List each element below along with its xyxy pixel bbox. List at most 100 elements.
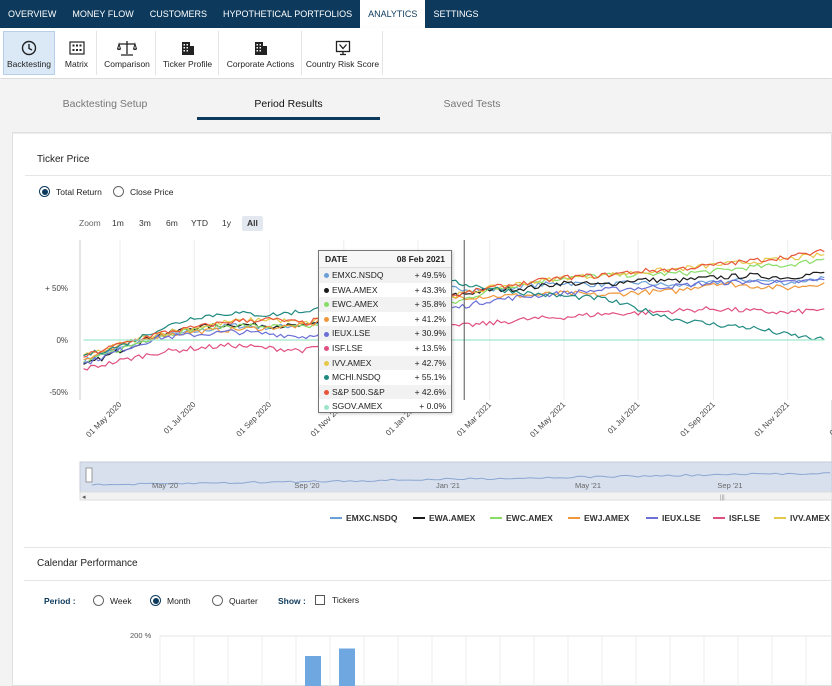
tooltip-series-value: + 55.1% bbox=[414, 372, 446, 383]
tickers-checkbox-label[interactable]: Tickers bbox=[332, 595, 360, 605]
calendar-y-tick: 200 % bbox=[130, 631, 152, 640]
subtab-backtesting-setup[interactable]: Backtesting Setup bbox=[62, 98, 148, 110]
toolbar-backtesting-button[interactable]: Backtesting bbox=[3, 31, 55, 75]
toolbar-comparison-button[interactable]: Comparison bbox=[99, 31, 156, 75]
toolbar-label: Backtesting bbox=[7, 59, 51, 69]
radio-label: Week bbox=[110, 595, 132, 606]
analytics-toolbar: Backtesting Matrix Comparison Ticker Profil… bbox=[0, 28, 832, 79]
tooltip-row: EMXC.NSDQ + 49.5% bbox=[319, 268, 451, 283]
scale-icon bbox=[117, 37, 137, 59]
radio-circle[interactable] bbox=[93, 595, 104, 606]
series-dot-icon bbox=[324, 287, 329, 293]
tooltip-series: SGOV.AMEX bbox=[324, 399, 382, 414]
nav-tab-customers[interactable]: CUSTOMERS bbox=[149, 9, 208, 19]
tickers-checkbox[interactable] bbox=[315, 595, 325, 605]
radio-label: Month bbox=[167, 595, 191, 606]
toolbar-label: Country Risk Score bbox=[305, 59, 380, 69]
tooltip-series: MCHI.NSDQ bbox=[324, 370, 381, 385]
show-label: Show : bbox=[278, 596, 306, 606]
nav-tab-hypothetical-portfolios[interactable]: HYPOTHETICAL PORTFOLIOS bbox=[223, 9, 353, 19]
tooltip-series-name: EWA.AMEX bbox=[332, 284, 378, 295]
series-dot-icon bbox=[324, 404, 329, 410]
zoom-1m-button[interactable]: 1m bbox=[112, 218, 124, 228]
monitor-icon bbox=[335, 37, 351, 59]
tooltip-row: S&P 500.S&P + 42.6% bbox=[319, 384, 451, 400]
tooltip-series: EWC.AMEX bbox=[324, 297, 378, 312]
tooltip-series-name: S&P 500.S&P bbox=[332, 386, 385, 397]
tooltip-series: S&P 500.S&P bbox=[324, 385, 385, 400]
clock-icon bbox=[21, 37, 37, 59]
calendar-performance-title: Calendar Performance bbox=[37, 558, 138, 569]
content-area: Ticker Price bbox=[0, 122, 832, 686]
tooltip-series-name: EWJ.AMEX bbox=[332, 313, 377, 324]
nav-tab-overview[interactable]: OVERVIEW bbox=[8, 9, 57, 19]
tooltip-row: EWJ.AMEX + 41.2% bbox=[319, 312, 451, 327]
toolbar-matrix-button[interactable]: Matrix bbox=[57, 31, 97, 75]
radio-total-return[interactable]: Total Return bbox=[39, 186, 102, 197]
toolbar-corporate-actions-button[interactable]: Corporate Actions bbox=[220, 31, 302, 75]
tooltip-series-value: + 49.5% bbox=[414, 270, 446, 280]
radio-period-quarter[interactable]: Quarter bbox=[212, 595, 258, 606]
tooltip-series-name: ISF.LSE bbox=[332, 342, 363, 353]
nav-tab-settings[interactable]: SETTINGS bbox=[433, 9, 479, 19]
radio-circle[interactable] bbox=[150, 595, 161, 606]
radio-circle[interactable] bbox=[39, 186, 50, 197]
tooltip-series: IVV.AMEX bbox=[324, 356, 371, 371]
calendar-divider-top bbox=[24, 547, 832, 548]
tooltip-series-value: + 43.3% bbox=[414, 284, 446, 295]
series-dot-icon bbox=[324, 375, 329, 381]
tooltip-series-name: IEUX.LSE bbox=[332, 328, 371, 339]
tooltip-row: MCHI.NSDQ + 55.1% bbox=[319, 370, 451, 385]
series-dot-icon bbox=[324, 390, 329, 395]
radio-close-price[interactable]: Close Price bbox=[113, 186, 173, 197]
zoom-3m-button[interactable]: 3m bbox=[139, 218, 151, 228]
tooltip-date: 08 Feb 2021 bbox=[396, 254, 445, 264]
series-dot-icon bbox=[324, 302, 329, 308]
toolbar-ticker-profile-button[interactable]: Ticker Profile bbox=[157, 31, 219, 75]
zoom-all-button[interactable]: All bbox=[242, 216, 263, 231]
tooltip-series-value: + 41.2% bbox=[414, 313, 446, 324]
radio-label: Quarter bbox=[229, 595, 258, 606]
subtab-saved-tests[interactable]: Saved Tests bbox=[443, 98, 501, 110]
tooltip-series-value: + 0.0% bbox=[419, 401, 446, 412]
series-dot-icon bbox=[324, 273, 329, 279]
toolbar-label: Corporate Actions bbox=[226, 59, 295, 69]
tooltip-series: EWJ.AMEX bbox=[324, 312, 376, 327]
tooltip-series: EWA.AMEX bbox=[324, 283, 378, 298]
tooltip-series: EMXC.NSDQ bbox=[324, 268, 383, 283]
zoom-6m-button[interactable]: 6m bbox=[166, 218, 178, 228]
building-icon bbox=[253, 37, 269, 59]
radio-circle[interactable] bbox=[212, 595, 223, 606]
tooltip-row: IVV.AMEX + 42.7% bbox=[319, 355, 451, 371]
tooltip-series-value: + 42.7% bbox=[414, 357, 446, 368]
toolbar-country-risk-score-button[interactable]: Country Risk Score bbox=[303, 31, 383, 75]
nav-tab-money-flow[interactable]: MONEY FLOW bbox=[72, 9, 134, 19]
zoom-label: Zoom bbox=[79, 218, 101, 228]
subtab-period-results[interactable]: Period Results bbox=[197, 90, 380, 120]
ticker-price-title: Ticker Price bbox=[37, 154, 90, 165]
zoom-ytd-button[interactable]: YTD bbox=[191, 218, 208, 228]
sub-tabs: Backtesting Setup Period Results Saved Tes… bbox=[0, 80, 832, 122]
tooltip-series-name: SGOV.AMEX bbox=[332, 401, 383, 412]
tooltip-row: ISF.LSE + 13.5% bbox=[319, 341, 451, 356]
toolbar-label: Ticker Profile bbox=[162, 59, 213, 69]
tooltip-series: ISF.LSE bbox=[324, 341, 363, 356]
nav-tab-analytics[interactable]: ANALYTICS bbox=[360, 0, 426, 28]
panel-top-divider bbox=[13, 133, 832, 134]
tooltip-series: IEUX.LSE bbox=[324, 326, 370, 341]
matrix-icon bbox=[68, 37, 85, 59]
building-icon bbox=[180, 37, 196, 59]
tooltip-series-name: EWC.AMEX bbox=[332, 299, 379, 310]
series-dot-icon bbox=[324, 360, 329, 366]
zoom-1y-button[interactable]: 1y bbox=[222, 218, 231, 228]
tooltip-series-value: + 42.6% bbox=[414, 386, 446, 397]
tooltip-series-value: + 30.9% bbox=[414, 328, 446, 339]
tooltip-row: EWC.AMEX + 35.8% bbox=[319, 297, 451, 312]
tooltip-series-value: + 35.8% bbox=[414, 299, 446, 310]
radio-circle[interactable] bbox=[113, 186, 124, 197]
toolbar-label: Matrix bbox=[64, 59, 89, 69]
radio-period-week[interactable]: Week bbox=[93, 595, 132, 606]
ticker-price-divider bbox=[25, 175, 832, 176]
series-dot-icon bbox=[324, 346, 329, 352]
radio-period-month[interactable]: Month bbox=[150, 595, 191, 606]
